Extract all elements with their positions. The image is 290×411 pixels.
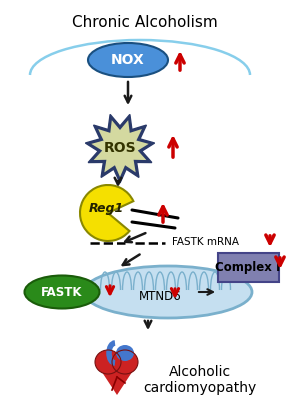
Text: Complex I: Complex I xyxy=(215,261,281,275)
Ellipse shape xyxy=(116,345,134,361)
Text: FASTK mRNA: FASTK mRNA xyxy=(172,237,239,247)
Text: Reg1: Reg1 xyxy=(88,203,124,215)
Text: Chronic Alcoholism: Chronic Alcoholism xyxy=(72,15,218,30)
Text: ROS: ROS xyxy=(104,141,136,155)
Text: Alcoholic
cardiomyopathy: Alcoholic cardiomyopathy xyxy=(143,365,257,395)
Text: NOX: NOX xyxy=(111,53,145,67)
Wedge shape xyxy=(80,185,133,241)
Ellipse shape xyxy=(24,275,99,309)
Polygon shape xyxy=(85,114,155,183)
FancyBboxPatch shape xyxy=(218,254,278,282)
Polygon shape xyxy=(96,363,138,395)
Ellipse shape xyxy=(84,266,252,318)
Text: MTND6: MTND6 xyxy=(139,289,181,302)
Ellipse shape xyxy=(112,350,138,374)
Ellipse shape xyxy=(95,350,121,374)
Polygon shape xyxy=(91,120,149,177)
Text: FASTK: FASTK xyxy=(41,286,83,298)
Ellipse shape xyxy=(88,43,168,77)
